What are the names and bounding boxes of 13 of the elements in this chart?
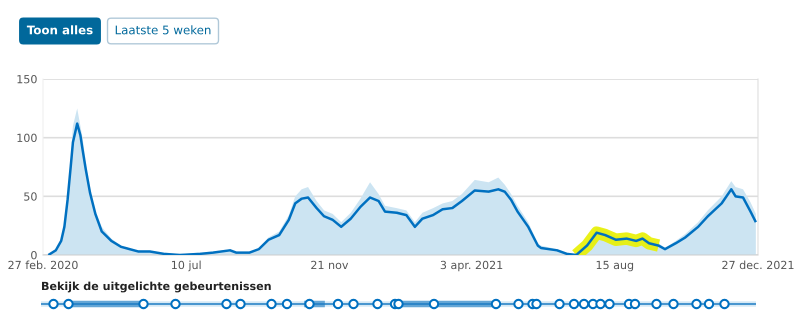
text: Laatste 5 weken — [116, 25, 210, 34]
x-tick-label: 3 apr. 2021 — [440, 260, 502, 272]
x-tick-label: 15 aug — [596, 260, 634, 272]
y-tick-label: 50 — [24, 192, 37, 201]
y-tick-label: 100 — [17, 134, 37, 142]
x-tick-label: 27 feb. 2020 — [8, 260, 78, 270]
text: Bekijk de uitgelichte gebeurtenissen — [42, 282, 271, 292]
y-tick-label: 150 — [17, 74, 37, 84]
x-tick-label: 10 jul — [172, 260, 201, 272]
text: Toon alles — [26, 25, 93, 34]
x-tick-label: 27 dec. 2021 — [722, 260, 794, 270]
y-tick-label: 0 — [31, 250, 37, 260]
x-tick-label: 21 nov — [311, 260, 348, 270]
